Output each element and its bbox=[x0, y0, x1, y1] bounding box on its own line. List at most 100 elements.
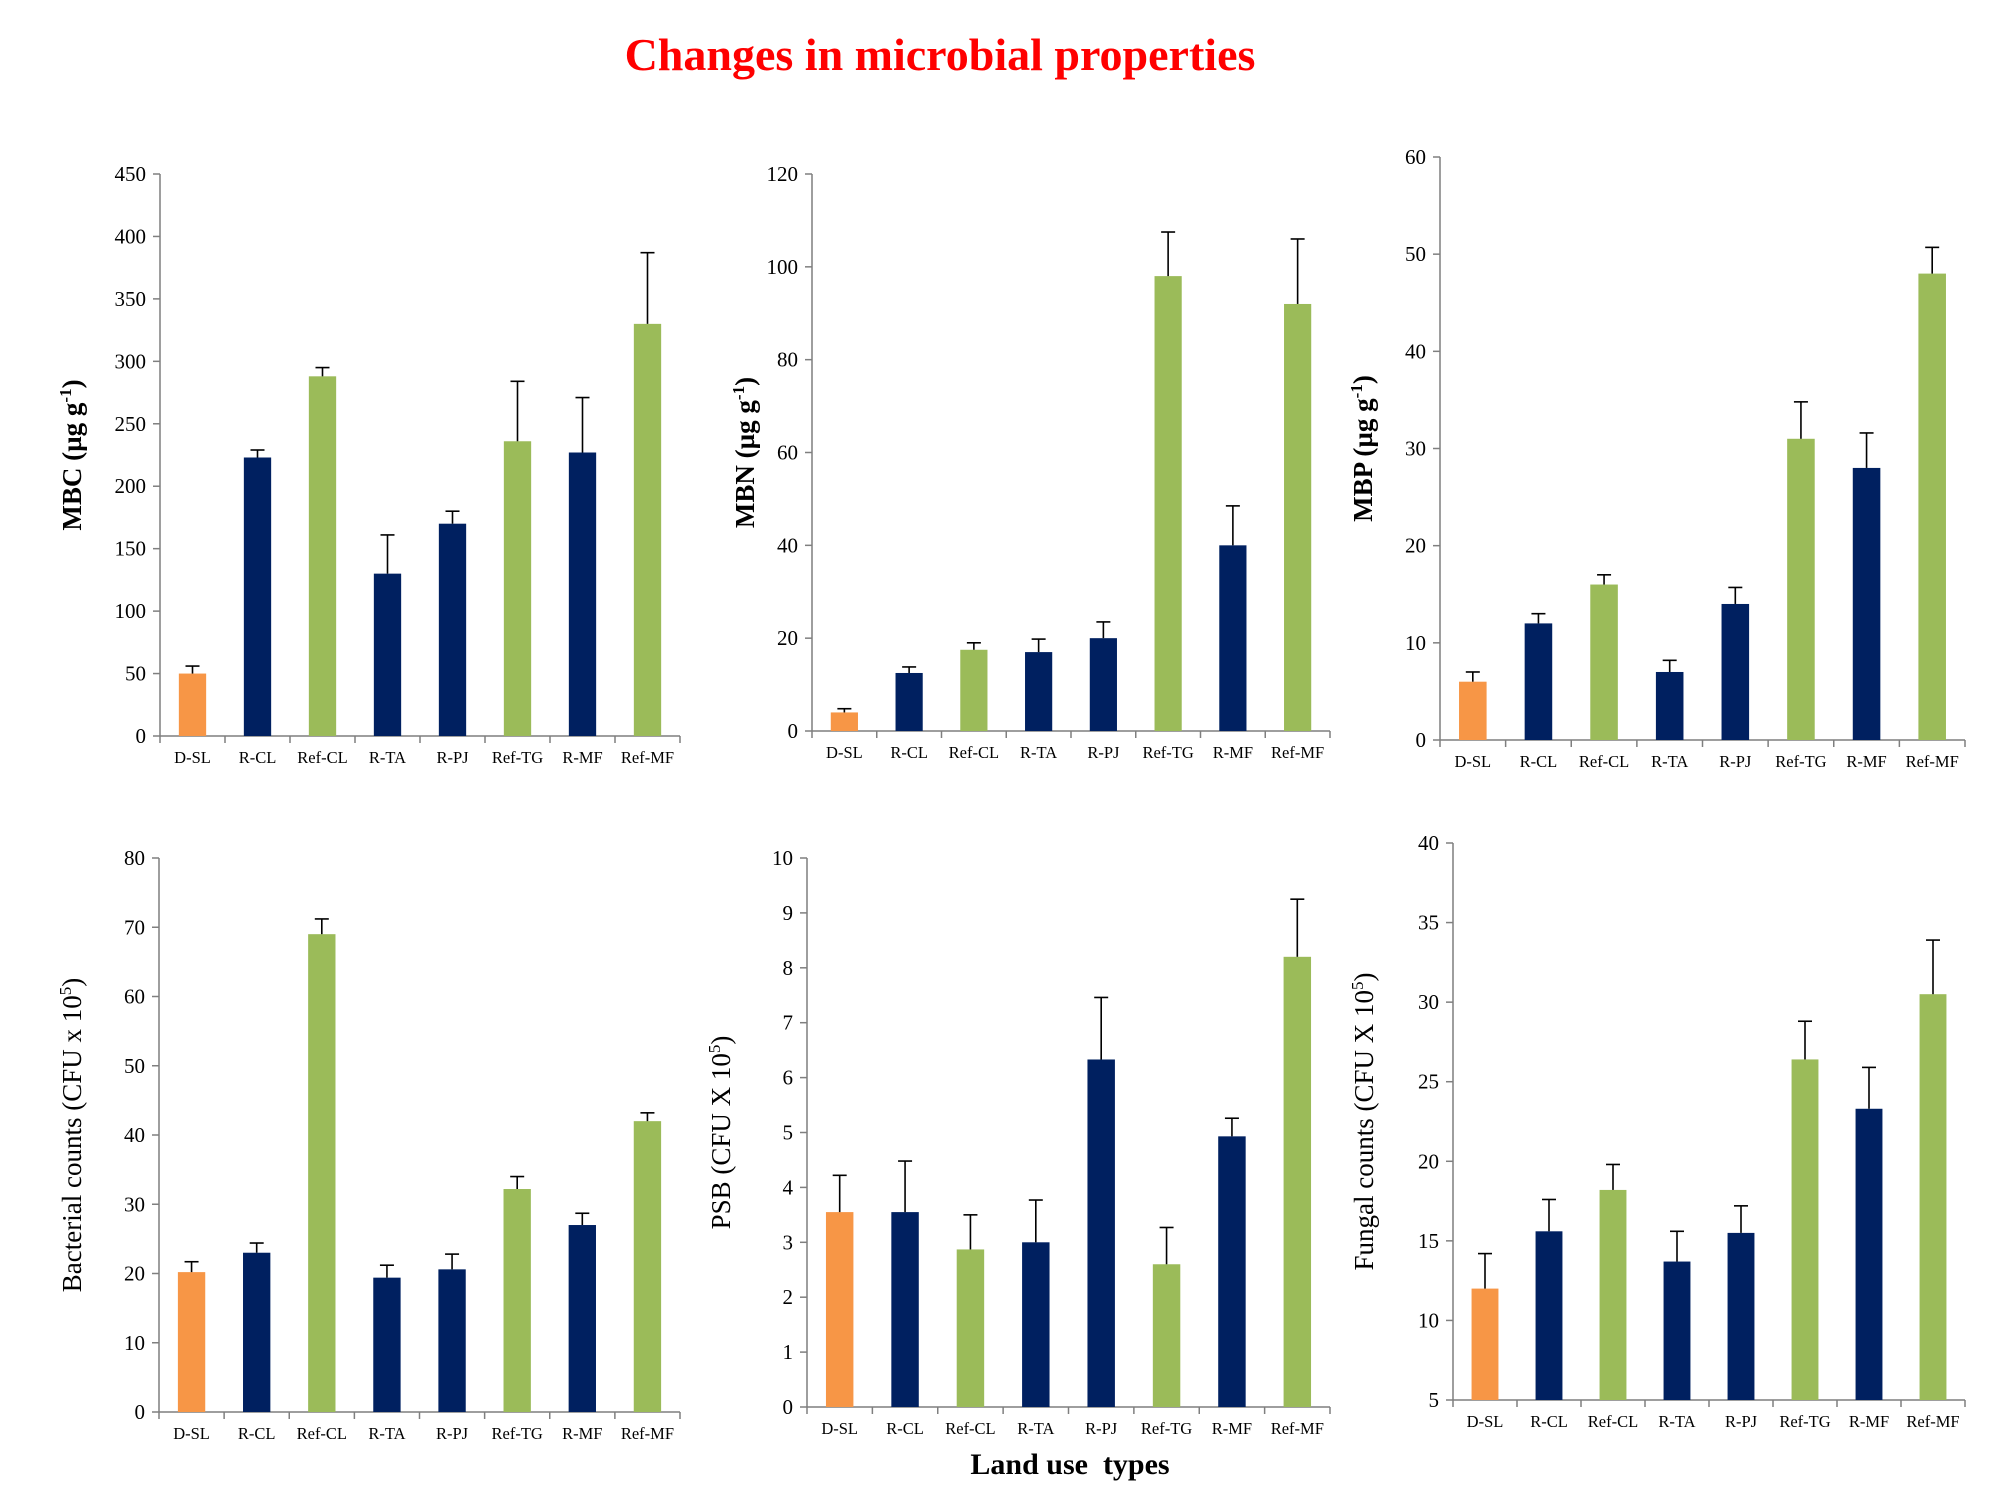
mbc-y-tick-label: 450 bbox=[115, 162, 147, 186]
mbc-y-tick-label: 200 bbox=[115, 474, 147, 498]
bacterial-counts-y-axis-label: Bacterial counts (CFU x 105) bbox=[56, 978, 87, 1292]
fungal-counts-y-tick-label: 20 bbox=[1418, 1149, 1439, 1173]
mbc-category-label: Ref-MF bbox=[621, 748, 674, 767]
fungal-counts-category-label: Ref-CL bbox=[1588, 1412, 1638, 1431]
mbc-y-tick-label: 100 bbox=[115, 599, 147, 623]
mbc-bar-r-pj bbox=[438, 523, 467, 736]
fungal-counts-y-tick-label: 10 bbox=[1418, 1308, 1439, 1332]
fungal-counts-category-label: R-MF bbox=[1849, 1412, 1889, 1431]
mbp-category-label: R-TA bbox=[1651, 752, 1688, 771]
mbc-bar-ref-mf bbox=[633, 323, 662, 736]
mbc-category-label: R-MF bbox=[562, 748, 602, 767]
mbc-category-label: D-SL bbox=[174, 748, 211, 767]
psb-category-label: R-MF bbox=[1212, 1419, 1252, 1438]
fungal-counts-category-label: R-TA bbox=[1658, 1412, 1695, 1431]
mbp-bar-d-sl bbox=[1459, 681, 1487, 740]
mbn-y-tick-label: 60 bbox=[777, 441, 798, 465]
panel-mbp: 0 10 20 30 40 50 60 D-SL R-CL Ref-CL R-TA R-PJ Ref-T… bbox=[1347, 145, 1966, 771]
fungal-counts-bar-ref-cl bbox=[1599, 1189, 1627, 1400]
bacterial-counts-y-tick-label: 10 bbox=[124, 1331, 145, 1355]
mbn-y-tick-label: 20 bbox=[777, 626, 798, 650]
mbc-bar-r-mf bbox=[568, 452, 597, 736]
x-axis-label: Land use types bbox=[970, 1448, 1170, 1481]
mbc-bar-ref-tg bbox=[503, 441, 532, 736]
psb-y-tick-label: 10 bbox=[772, 846, 793, 870]
bacterial-counts-y-tick-label: 60 bbox=[124, 985, 145, 1009]
psb-y-tick-label: 6 bbox=[783, 1066, 794, 1090]
bacterial-counts-category-label: Ref-CL bbox=[297, 1424, 347, 1443]
psb-y-axis-label: PSB (CFU X 105) bbox=[705, 1036, 736, 1230]
mbp-bar-r-cl bbox=[1524, 623, 1553, 740]
fungal-counts-y-axis-label: Fungal counts (CFU X 105) bbox=[1348, 972, 1379, 1270]
psb-bar-r-ta bbox=[1022, 1242, 1050, 1407]
mbp-category-label: R-CL bbox=[1520, 752, 1558, 771]
fungal-counts-category-label: D-SL bbox=[1467, 1412, 1504, 1431]
bacterial-counts-bar-r-pj bbox=[438, 1269, 466, 1412]
bacterial-counts-category-label: R-MF bbox=[562, 1424, 602, 1443]
psb-bar-r-pj bbox=[1087, 1059, 1115, 1407]
mbn-bar-ref-cl bbox=[960, 649, 988, 731]
bacterial-counts-category-label: Ref-MF bbox=[621, 1424, 674, 1443]
psb-category-label: R-CL bbox=[886, 1419, 924, 1438]
fungal-counts-bar-r-ta bbox=[1663, 1261, 1691, 1400]
psb-y-tick-label: 0 bbox=[783, 1395, 794, 1419]
bacterial-counts-category-label: Ref-TG bbox=[492, 1424, 543, 1443]
psb-bar-ref-tg bbox=[1152, 1264, 1181, 1407]
mbp-bar-r-ta bbox=[1655, 671, 1684, 740]
mbp-category-label: Ref-TG bbox=[1775, 752, 1826, 771]
mbn-bar-ref-mf bbox=[1284, 303, 1312, 731]
panel-mbc: 0 50 100 150 200 250 300 350 400 450 D-SL R-CL Ref-C… bbox=[56, 162, 681, 767]
mbc-y-tick-label: 300 bbox=[115, 349, 147, 373]
mbp-category-label: Ref-CL bbox=[1579, 752, 1629, 771]
fungal-counts-bar-ref-tg bbox=[1791, 1059, 1819, 1400]
mbc-y-tick-label: 150 bbox=[115, 537, 147, 561]
psb-y-tick-label: 3 bbox=[783, 1230, 794, 1254]
mbc-y-tick-label: 0 bbox=[136, 724, 147, 748]
mbn-category-label: Ref-TG bbox=[1142, 743, 1193, 762]
psb-bar-d-sl bbox=[825, 1212, 854, 1407]
mbp-bar-ref-mf bbox=[1918, 273, 1946, 740]
mbp-category-label: Ref-MF bbox=[1906, 752, 1959, 771]
mbn-category-label: R-PJ bbox=[1087, 743, 1120, 762]
fungal-counts-category-label: R-CL bbox=[1530, 1412, 1568, 1431]
mbn-y-tick-label: 0 bbox=[788, 719, 799, 743]
mbp-y-tick-label: 10 bbox=[1405, 631, 1426, 655]
bacterial-counts-y-tick-label: 40 bbox=[124, 1123, 145, 1147]
psb-y-tick-label: 7 bbox=[783, 1011, 794, 1035]
psb-bar-r-cl bbox=[891, 1212, 919, 1407]
mbn-y-tick-label: 40 bbox=[777, 533, 798, 557]
fungal-counts-y-tick-label: 5 bbox=[1429, 1388, 1440, 1412]
mbp-y-tick-label: 60 bbox=[1405, 145, 1426, 169]
fungal-counts-y-tick-label: 25 bbox=[1418, 1070, 1439, 1094]
mbc-category-label: Ref-CL bbox=[297, 748, 347, 767]
psb-y-tick-label: 2 bbox=[783, 1285, 794, 1309]
mbc-y-tick-label: 400 bbox=[115, 224, 147, 248]
bacterial-counts-y-tick-label: 80 bbox=[124, 846, 145, 870]
psb-y-tick-label: 9 bbox=[783, 901, 794, 925]
fungal-counts-y-tick-label: 15 bbox=[1418, 1229, 1439, 1253]
psb-bar-r-mf bbox=[1218, 1136, 1246, 1407]
mbn-bar-r-cl bbox=[895, 672, 923, 731]
bacterial-counts-category-label: R-CL bbox=[238, 1424, 276, 1443]
bacterial-counts-bar-r-cl bbox=[243, 1252, 271, 1412]
fungal-counts-y-tick-label: 35 bbox=[1418, 911, 1439, 935]
mbp-bar-ref-cl bbox=[1590, 584, 1618, 740]
bacterial-counts-bar-d-sl bbox=[177, 1272, 206, 1412]
panel-bacterial-counts: 0 10 20 30 40 50 60 70 80 D-SL R-CL Ref-CL R-TA R-PJ R… bbox=[56, 846, 681, 1443]
mbn-category-label: Ref-MF bbox=[1271, 743, 1324, 762]
fungal-counts-y-tick-label: 30 bbox=[1418, 990, 1439, 1014]
bacterial-counts-y-tick-label: 20 bbox=[124, 1262, 145, 1286]
mbp-bar-r-mf bbox=[1852, 467, 1881, 740]
bacterial-counts-category-label: D-SL bbox=[173, 1424, 210, 1443]
psb-y-tick-label: 4 bbox=[783, 1175, 794, 1199]
mbp-category-label: D-SL bbox=[1454, 752, 1491, 771]
psb-y-tick-label: 5 bbox=[783, 1121, 794, 1145]
mbp-y-axis-label: MBP (µg g-1) bbox=[1347, 375, 1378, 522]
mbp-category-label: R-MF bbox=[1846, 752, 1886, 771]
psb-category-label: Ref-MF bbox=[1271, 1419, 1324, 1438]
bacterial-counts-y-tick-label: 0 bbox=[135, 1400, 146, 1424]
panel-mbn: 0 20 40 60 80 100 120 D-SL R-CL Ref-CL R-TA R-PJ Ref… bbox=[729, 162, 1331, 762]
mbp-y-tick-label: 0 bbox=[1416, 728, 1427, 752]
mbc-category-label: Ref-TG bbox=[492, 748, 543, 767]
